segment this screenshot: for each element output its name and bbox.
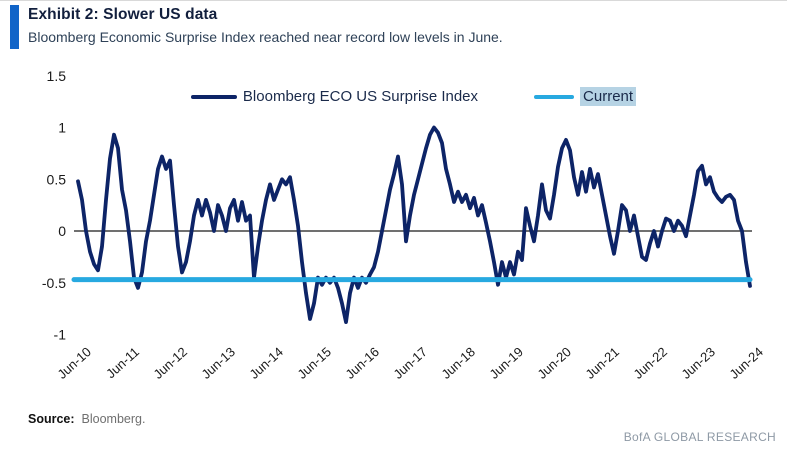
y-axis-tick-label: 0.5 [47,171,67,187]
eco-surprise-line [76,125,752,325]
x-axis-tick-label: Jun-17 [390,344,430,382]
x-axis-tick-label: Jun-23 [678,344,718,382]
source-line: Source: Bloomberg. [28,412,145,426]
x-axis-tick-label: Jun-18 [438,344,478,382]
brand-text: BofA GLOBAL RESEARCH [623,430,776,444]
chart-legend: Bloomberg ECO US Surprise Index Current [75,87,752,106]
x-axis-tick-label: Jun-15 [294,344,334,382]
source-label: Source: [28,412,75,426]
x-axis-tick-label: Jun-14 [246,344,286,382]
x-axis-tick-label: Jun-11 [103,344,142,381]
exhibit-subtitle: Bloomberg Economic Surprise Index reache… [28,29,503,45]
x-axis-tick-label: Jun-21 [582,344,622,382]
exhibit-title: Exhibit 2: Slower US data [28,6,218,23]
top-border-rule [0,0,787,1]
current-line-swatch [534,94,575,99]
y-axis-tick-label: 0 [58,223,66,239]
x-axis-tick-label: Jun-22 [630,344,670,382]
legend-item-surprise-index: Bloomberg ECO US Surprise Index [190,88,479,105]
title-accent-bar [10,5,19,49]
surprise-index-line-swatch [190,94,237,99]
legend-item-current: Current [534,87,637,106]
y-axis-tick-label: -1 [54,327,67,343]
y-axis-tick-label: 1.5 [47,68,67,84]
y-axis-tick-label: 1 [58,120,66,136]
x-axis-tick-label: Jun-20 [534,344,574,382]
x-axis-tick-label: Jun-12 [150,344,190,382]
x-axis-tick-label: Jun-13 [198,344,238,382]
current-legend-label: Current [580,87,637,106]
source-text: Bloomberg. [81,412,146,426]
x-axis-tick-label: Jun-19 [486,344,526,382]
x-axis-tick-label: Jun-16 [342,344,382,382]
x-axis-tick-label: Jun-24 [726,344,766,382]
y-axis-tick-label: -0.5 [42,275,66,291]
surprise-index-legend-label: Bloomberg ECO US Surprise Index [242,88,479,105]
x-axis-tick-label: Jun-10 [54,344,94,382]
